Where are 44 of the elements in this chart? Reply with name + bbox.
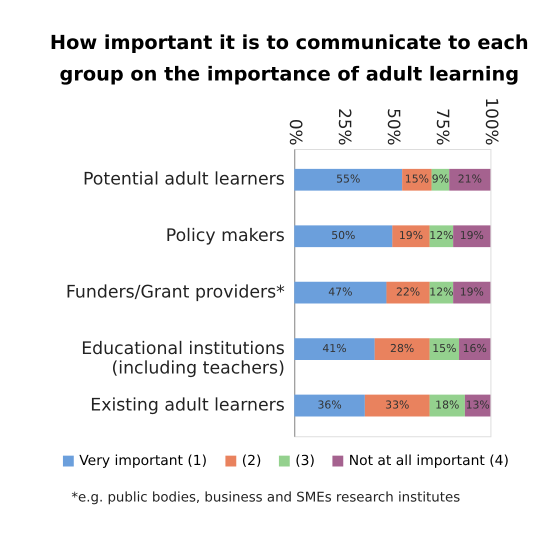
y-tick-label: Educational institutions (including teachers) [81, 339, 285, 378]
data-label: 33% [385, 398, 410, 412]
y-tick-label: Policy makers [166, 226, 285, 246]
data-label: 12% [429, 286, 454, 299]
data-label: 16% [462, 342, 487, 356]
bar [294, 338, 375, 360]
text: *e.g. public bodies, business and SMEs research institutes [71, 490, 460, 506]
data-label: 55% [336, 172, 360, 186]
data-label: 36% [317, 398, 342, 412]
data-label: 50% [331, 229, 356, 242]
legend-label: (3) [295, 453, 315, 470]
data-label: 13% [466, 398, 490, 412]
legend-label: (2) [242, 453, 262, 470]
data-label: 19% [460, 229, 484, 242]
data-label: 15% [404, 172, 429, 186]
legend-label: Not at all important (4) [348, 453, 509, 470]
x-tick-label: 25% [334, 108, 355, 146]
bar [374, 338, 430, 360]
data-label: 21% [458, 172, 482, 186]
y-tick-label: Funders/Grant providers* [66, 282, 286, 303]
bar [294, 394, 365, 416]
data-label: 19% [398, 229, 424, 242]
data-label: 18% [435, 398, 460, 412]
chart-title: How important it is to communicate to each group on the importance of adult learning [50, 30, 529, 86]
x-tick-label: 75% [432, 108, 453, 146]
bar [364, 394, 430, 416]
bar [294, 168, 402, 191]
data-label: 28% [390, 342, 414, 356]
data-label: 12% [429, 229, 454, 242]
data-label: 9% [432, 172, 450, 186]
bar [294, 225, 392, 248]
legend-label: Very important (1) [79, 453, 208, 470]
data-label: 19% [460, 286, 484, 299]
y-tick-label: Existing adult learners [90, 396, 285, 416]
bar [294, 282, 386, 304]
x-tick-label: 0% [286, 118, 306, 146]
x-tick-label: 100% [482, 97, 502, 146]
y-tick-label: Potential adult learners [82, 170, 285, 190]
x-tick-label: 50% [384, 108, 404, 146]
data-label: 41% [322, 342, 347, 356]
data-label: 15% [432, 342, 456, 356]
bar [449, 168, 490, 191]
data-label: 47% [328, 286, 352, 299]
data-label: 22% [396, 286, 420, 299]
